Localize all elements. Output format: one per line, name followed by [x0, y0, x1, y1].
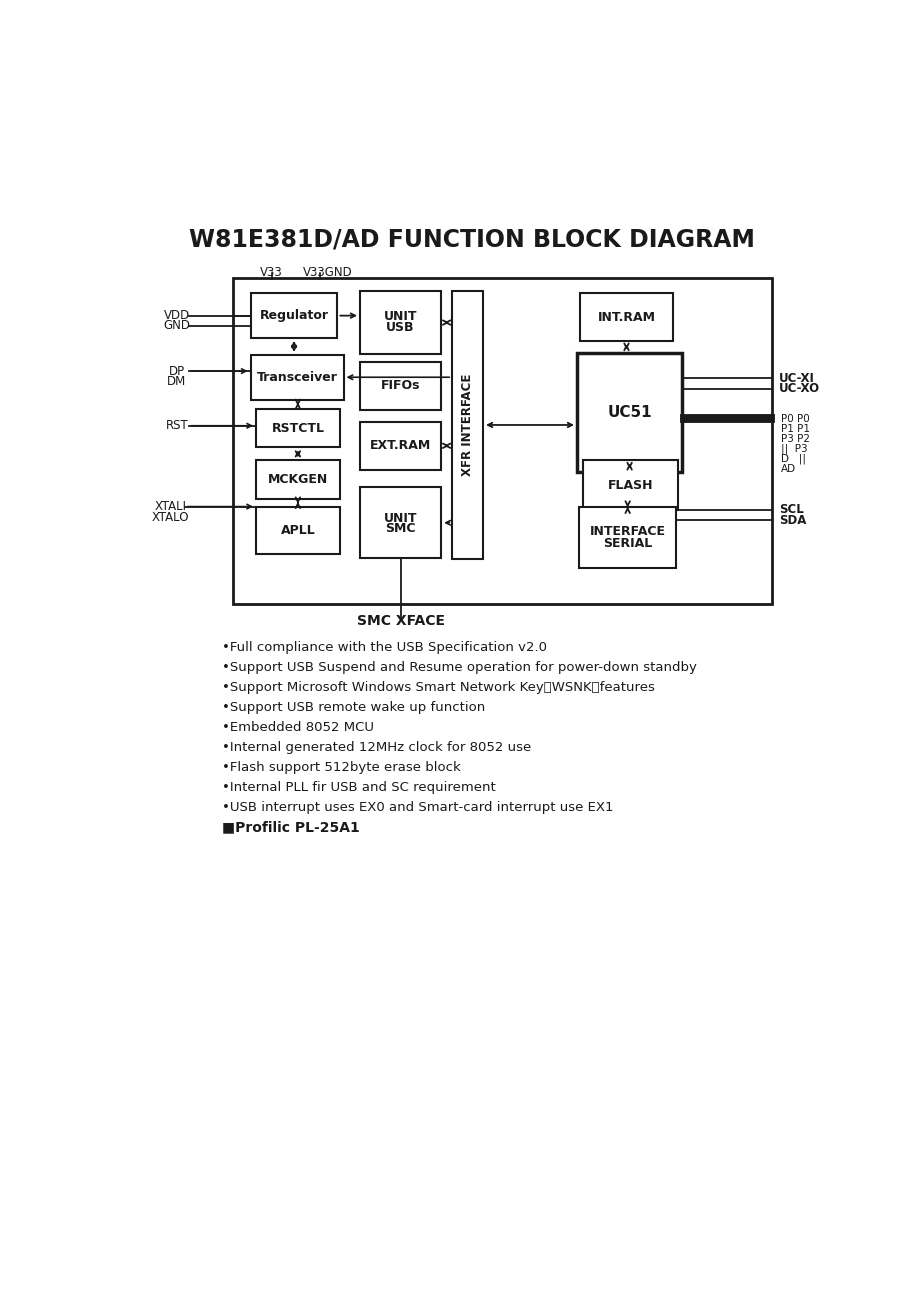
Bar — [255, 409, 339, 448]
Text: FIFOs: FIFOs — [380, 379, 420, 392]
Text: UNIT: UNIT — [383, 512, 417, 525]
Text: UC-XI: UC-XI — [778, 371, 814, 384]
Text: P3 P2: P3 P2 — [780, 434, 809, 444]
Text: •USB interrupt uses EX0 and Smart-card interrupt use EX1: •USB interrupt uses EX0 and Smart-card i… — [221, 801, 613, 814]
Text: •Embedded 8052 MCU: •Embedded 8052 MCU — [221, 721, 373, 734]
Text: XFR INTERFACE: XFR INTERFACE — [460, 374, 473, 477]
Text: INTERFACE: INTERFACE — [589, 525, 665, 538]
Text: RST: RST — [165, 419, 188, 432]
Bar — [250, 355, 344, 400]
Text: W81E381D/AD FUNCTION BLOCK DIAGRAM: W81E381D/AD FUNCTION BLOCK DIAGRAM — [188, 228, 754, 251]
Bar — [576, 353, 682, 471]
Bar — [579, 506, 675, 568]
Bar — [451, 290, 482, 559]
Text: GND: GND — [164, 319, 190, 332]
Text: UC-XO: UC-XO — [778, 383, 820, 396]
Text: •Support USB Suspend and Resume operation for power-down standby: •Support USB Suspend and Resume operatio… — [221, 661, 696, 674]
Text: Regulator: Regulator — [259, 309, 328, 322]
Text: •Flash support 512byte erase block: •Flash support 512byte erase block — [221, 762, 460, 775]
Bar — [255, 506, 339, 555]
Bar — [359, 290, 441, 354]
Bar — [359, 422, 441, 470]
Bar — [359, 362, 441, 410]
Text: SDA: SDA — [778, 514, 806, 527]
Bar — [583, 461, 677, 510]
Text: EXT.RAM: EXT.RAM — [369, 439, 431, 452]
Text: •Support Microsoft Windows Smart Network Key（WSNK）features: •Support Microsoft Windows Smart Network… — [221, 681, 654, 694]
Text: SMC XFACE: SMC XFACE — [357, 615, 444, 629]
Text: AD: AD — [780, 464, 795, 474]
Text: D   ||: D || — [780, 453, 805, 464]
Bar — [233, 277, 771, 604]
Bar — [250, 293, 337, 339]
Text: V33: V33 — [260, 266, 283, 279]
Text: APLL: APLL — [280, 523, 315, 536]
Text: RSTCTL: RSTCTL — [271, 422, 324, 435]
Text: P1 P1: P1 P1 — [780, 424, 809, 434]
Text: ||  P3: || P3 — [780, 444, 807, 454]
Bar — [255, 461, 339, 499]
Text: ■Profilic PL-25A1: ■Profilic PL-25A1 — [221, 820, 359, 835]
Text: DM: DM — [167, 375, 187, 388]
Text: UC51: UC51 — [607, 405, 652, 419]
Text: •Full compliance with the USB Specification v2.0: •Full compliance with the USB Specificat… — [221, 641, 547, 654]
Text: UNIT: UNIT — [383, 310, 417, 323]
Text: •Support USB remote wake up function: •Support USB remote wake up function — [221, 700, 484, 713]
Bar — [579, 293, 673, 341]
Text: SMC: SMC — [385, 522, 415, 535]
Text: V33GND: V33GND — [303, 266, 353, 279]
Text: INT.RAM: INT.RAM — [596, 311, 654, 324]
Text: •Internal generated 12MHz clock for 8052 use: •Internal generated 12MHz clock for 8052… — [221, 741, 530, 754]
Text: DP: DP — [169, 365, 185, 378]
Text: •Internal PLL fir USB and SC requirement: •Internal PLL fir USB and SC requirement — [221, 781, 495, 794]
Text: FLASH: FLASH — [607, 479, 652, 492]
Text: Transceiver: Transceiver — [256, 371, 337, 384]
Text: SCL: SCL — [778, 503, 803, 516]
Text: MCKGEN: MCKGEN — [267, 473, 328, 486]
Text: VDD: VDD — [164, 309, 190, 322]
Text: XTALI: XTALI — [154, 500, 187, 513]
Text: USB: USB — [386, 320, 414, 333]
Text: SERIAL: SERIAL — [602, 536, 652, 549]
Bar — [359, 487, 441, 559]
Text: P0 P0: P0 P0 — [780, 414, 809, 424]
Text: XTALO: XTALO — [152, 510, 189, 523]
